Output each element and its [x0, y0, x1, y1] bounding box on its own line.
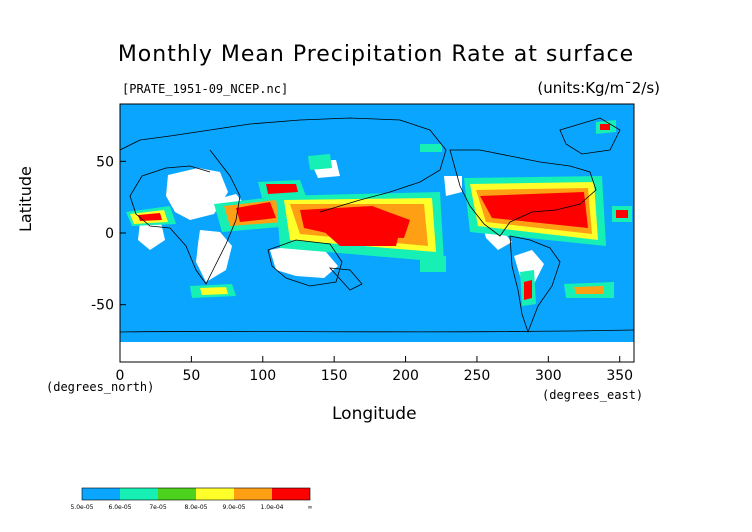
colorbar-swatch	[120, 488, 158, 500]
colorbar-swatch	[82, 488, 120, 500]
x-unit-label: (degrees_east)	[542, 388, 644, 402]
colorbar-swatch	[158, 488, 196, 500]
x-tick-label: 100	[249, 368, 276, 384]
colorbar-label: 9.0e-05	[222, 504, 245, 511]
region-antarctica	[120, 342, 634, 362]
chart-title: Monthly Mean Precipitation Rate at surfa…	[117, 42, 635, 67]
colorbar-swatch	[234, 488, 272, 500]
colorbar-swatch	[272, 488, 310, 500]
region-north-africa	[166, 168, 228, 220]
region-central-africa	[138, 218, 165, 250]
colorbar-label: 1.0e-04	[260, 504, 283, 511]
colorbar-label: 5.0e-05	[70, 504, 93, 511]
units-label: (units:Kg/m¯2/s)	[537, 79, 660, 97]
x-tick-label: 200	[392, 368, 419, 384]
x-tick-label: 50	[182, 368, 200, 384]
source-file-label: [PRATE_1951-09_NCEP.nc]	[122, 82, 289, 96]
x-tick-label: 0	[116, 368, 125, 384]
x-axis-label: Longitude	[332, 404, 417, 424]
x-tick-label: 250	[464, 368, 491, 384]
colorbar-label: ∞	[308, 504, 313, 511]
colorbar: 5.0e-05 6.0e-05 7e-05 8.0e-05 9.0e-05 1.0e-04…	[70, 487, 313, 511]
x-tick-label: 150	[321, 368, 348, 384]
region-australia	[270, 244, 338, 278]
coastlines	[120, 117, 634, 334]
colorbar-label: 8.0e-05	[184, 504, 207, 511]
colorbar-frame	[81, 487, 311, 501]
y-unit-label: (degrees_north)	[46, 380, 155, 394]
colorbar-label: 7e-05	[149, 504, 166, 511]
x-tick-label: 300	[535, 368, 562, 384]
x-ticks: 0 50 100 150 200 250 300 350	[116, 356, 633, 384]
y-tick-label: -50	[91, 298, 114, 314]
precip-bands	[126, 120, 632, 306]
x-tick-label: 350	[606, 368, 633, 384]
region-alaska	[444, 176, 462, 196]
region-southern-africa	[196, 230, 232, 282]
y-tick-label: 50	[96, 154, 114, 170]
map-layer	[120, 117, 634, 362]
colorbar-swatch	[196, 488, 234, 500]
y-tick-label: 0	[105, 226, 114, 242]
colorbar-label: 6.0e-05	[108, 504, 131, 511]
y-ticks: 50 0 -50	[91, 154, 126, 314]
